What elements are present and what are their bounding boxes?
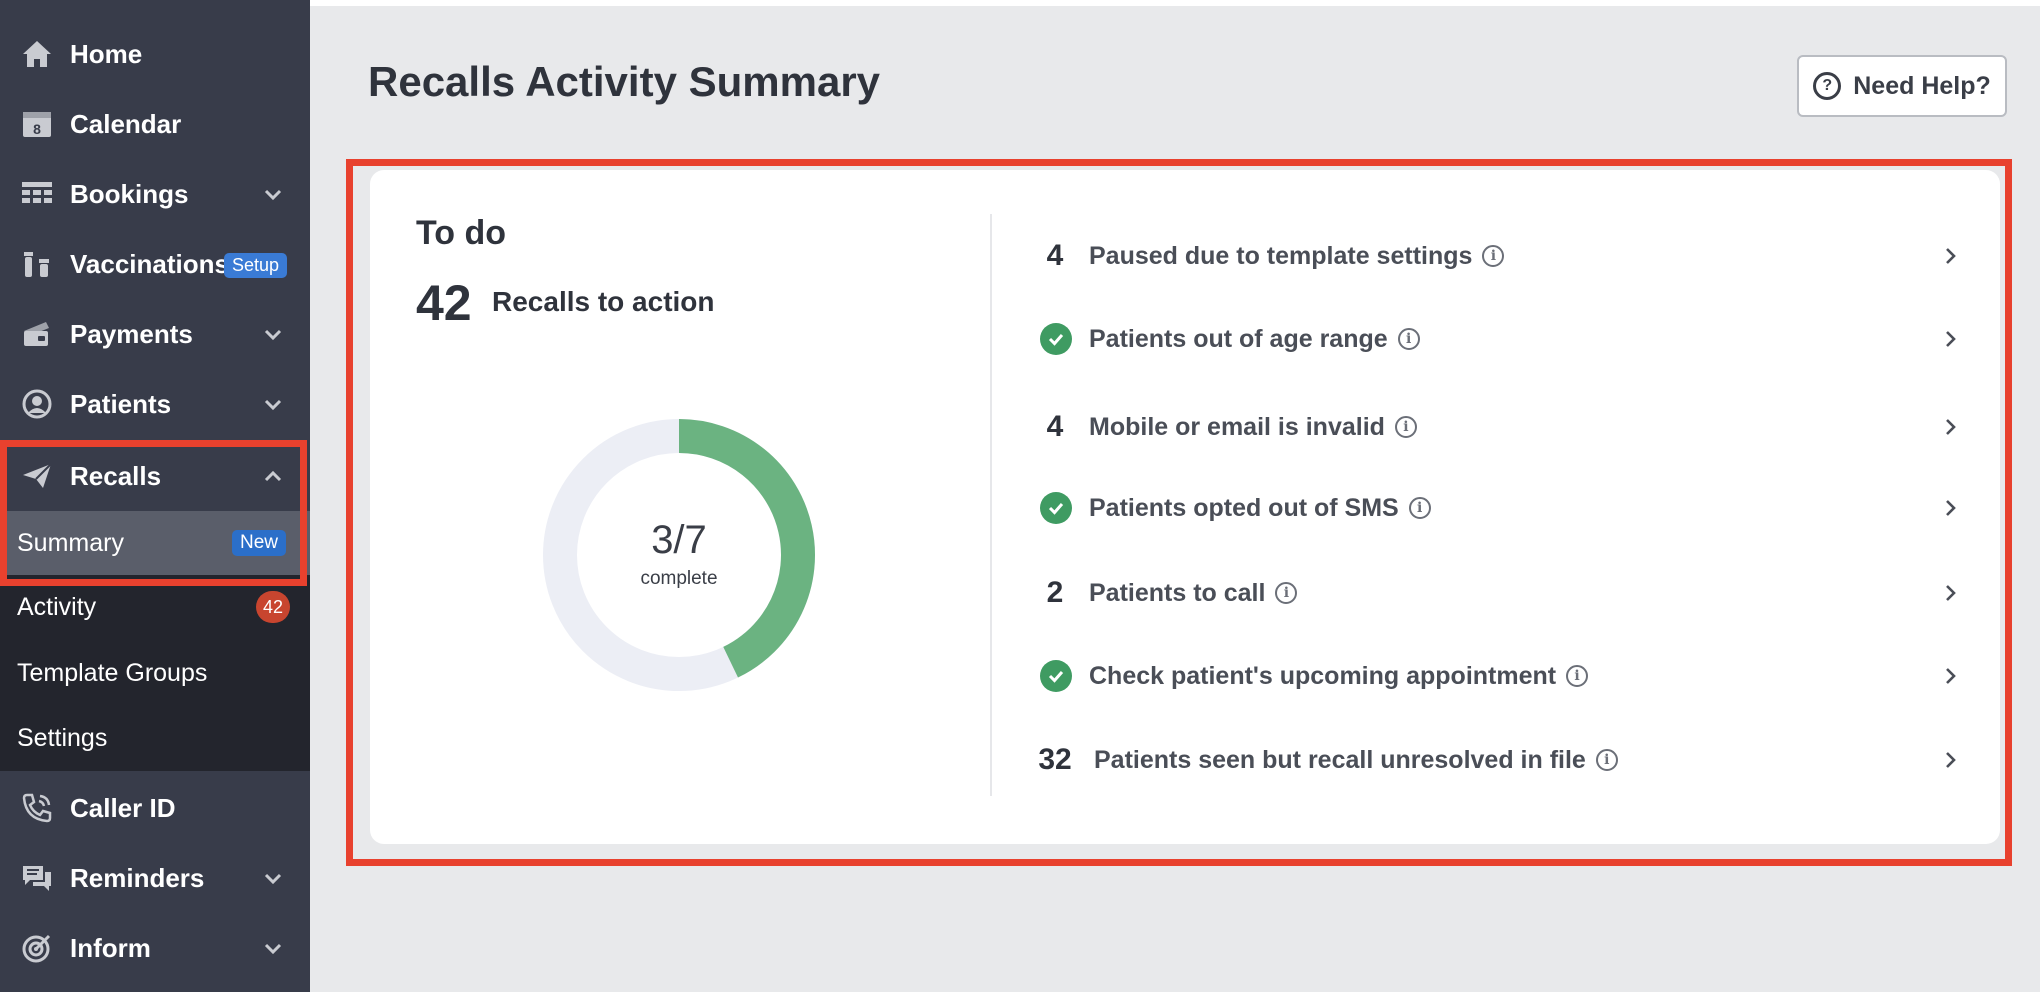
action-label: Patients seen but recall unresolved in f… [1094,745,1586,774]
action-row[interactable]: 4 Paused due to template settings i [1030,231,1960,281]
submenu-item-template-groups[interactable]: Template Groups [0,641,310,705]
card-divider [990,214,992,796]
target-icon [20,931,54,965]
check-circle-icon [1040,492,1072,524]
sidebar-item-label: Home [70,38,143,69]
sidebar-item-patients[interactable]: Patients [0,369,310,439]
need-help-button[interactable]: ? Need Help? [1797,55,2007,117]
sidebar-item-caller-id[interactable]: Caller ID [0,773,310,843]
calendar-icon: 8 [20,107,54,141]
submenu-item-activity[interactable]: Activity 42 [0,575,310,639]
paper-plane-icon [20,459,54,493]
chevron-right-icon [1946,668,1956,684]
need-help-label: Need Help? [1853,71,1991,100]
sidebar-item-label: Bookings [70,178,189,209]
action-row[interactable]: 32 Patients seen but recall unresolved in… [1030,735,1960,785]
sidebar-item-label: Patients [70,388,172,419]
submenu-item-label: Settings [17,723,108,752]
sidebar-item-label: Inform [70,932,151,963]
top-strip [0,0,2040,6]
sidebar-item-payments[interactable]: Payments [0,299,310,369]
chat-bubbles-icon [20,861,54,895]
user-circle-icon [20,387,54,421]
submenu-item-label: Summary [17,528,124,557]
chevron-right-icon [1946,585,1956,601]
action-row[interactable]: Patients opted out of SMS i [1030,483,1960,533]
action-count: 2 [1046,576,1064,609]
progress-value: 3/7 [651,518,707,562]
grid-icon [20,177,54,211]
chevron-down-icon [264,399,282,411]
sidebar-item-label: Caller ID [70,792,176,823]
info-icon[interactable]: i [1394,416,1417,438]
sidebar-item-label: Payments [70,318,193,349]
new-badge: New [231,530,286,556]
submenu-item-settings[interactable]: Settings [0,706,310,770]
setup-badge: Setup [224,253,288,278]
todo-count: 42 [416,275,472,331]
question-circle-icon: ? [1813,72,1842,100]
info-icon[interactable]: i [1595,749,1618,771]
sidebar: Home 8 Calendar Bookings [0,0,310,992]
action-label: Patients opted out of SMS [1089,493,1399,522]
submenu-item-label: Activity [17,592,97,621]
chevron-right-icon [1946,500,1956,516]
submenu-item-label: Template Groups [17,658,208,687]
calendar-day-number: 8 [33,121,41,137]
home-icon [20,37,54,71]
chevron-down-icon [264,943,282,955]
recalls-submenu: Summary New Activity 42 Template Groups … [0,511,310,771]
action-count: 32 [1038,743,1072,776]
action-label: Mobile or email is invalid [1089,412,1385,441]
chevron-right-icon [1946,248,1956,264]
sidebar-item-reminders[interactable]: Reminders [0,843,310,913]
info-icon[interactable]: i [1275,582,1298,604]
sidebar-item-calendar[interactable]: 8 Calendar [0,89,310,159]
chevron-down-icon [264,873,282,885]
action-row[interactable]: Check patient's upcoming appointment i [1030,651,1960,701]
payment-card-icon [20,317,54,351]
sidebar-item-label: Reminders [70,862,205,893]
chevron-up-icon [264,470,282,482]
phone-icon [20,791,54,825]
sidebar-item-vaccinations[interactable]: Vaccinations Setup [0,229,310,299]
action-label: Patients out of age range [1089,324,1388,353]
action-row[interactable]: 4 Mobile or email is invalid i [1030,402,1960,452]
chevron-right-icon [1946,419,1956,435]
check-circle-icon [1040,660,1072,692]
action-row[interactable]: Patients out of age range i [1030,314,1960,364]
vials-icon [20,247,54,281]
chevron-right-icon [1946,752,1956,768]
chevron-right-icon [1946,331,1956,347]
info-icon[interactable]: i [1482,245,1505,267]
info-icon[interactable]: i [1566,665,1589,687]
action-label: Check patient's upcoming appointment [1089,661,1557,690]
sidebar-item-label: Vaccinations [70,248,229,279]
todo-count-label: Recalls to action [492,286,715,317]
todo-title: To do [416,214,506,252]
action-count: 4 [1046,410,1064,443]
action-label: Paused due to template settings [1089,241,1473,270]
activity-count-badge: 42 [256,591,290,623]
submenu-item-summary[interactable]: Summary New [0,511,310,575]
donut-progress-arc [678,419,815,678]
check-circle-icon [1040,323,1072,355]
action-count: 4 [1046,239,1064,272]
chevron-down-icon [264,189,282,201]
action-label: Patients to call [1089,578,1266,607]
info-icon[interactable]: i [1397,328,1420,350]
sidebar-item-label: Recalls [70,460,162,491]
summary-card: To do 42 Recalls to action 3/7 complete … [370,170,2000,844]
page-title: Recalls Activity Summary [368,58,881,105]
progress-label: complete [640,568,718,589]
sidebar-item-bookings[interactable]: Bookings [0,159,310,229]
sidebar-item-inform[interactable]: Inform [0,913,310,983]
progress-donut [543,419,815,691]
sidebar-item-label: Calendar [70,108,182,139]
sidebar-item-recalls[interactable]: Recalls [0,441,310,511]
info-icon[interactable]: i [1408,497,1431,519]
chevron-down-icon [264,329,282,341]
sidebar-item-home[interactable]: Home [0,19,310,89]
action-row[interactable]: 2 Patients to call i [1030,568,1960,618]
